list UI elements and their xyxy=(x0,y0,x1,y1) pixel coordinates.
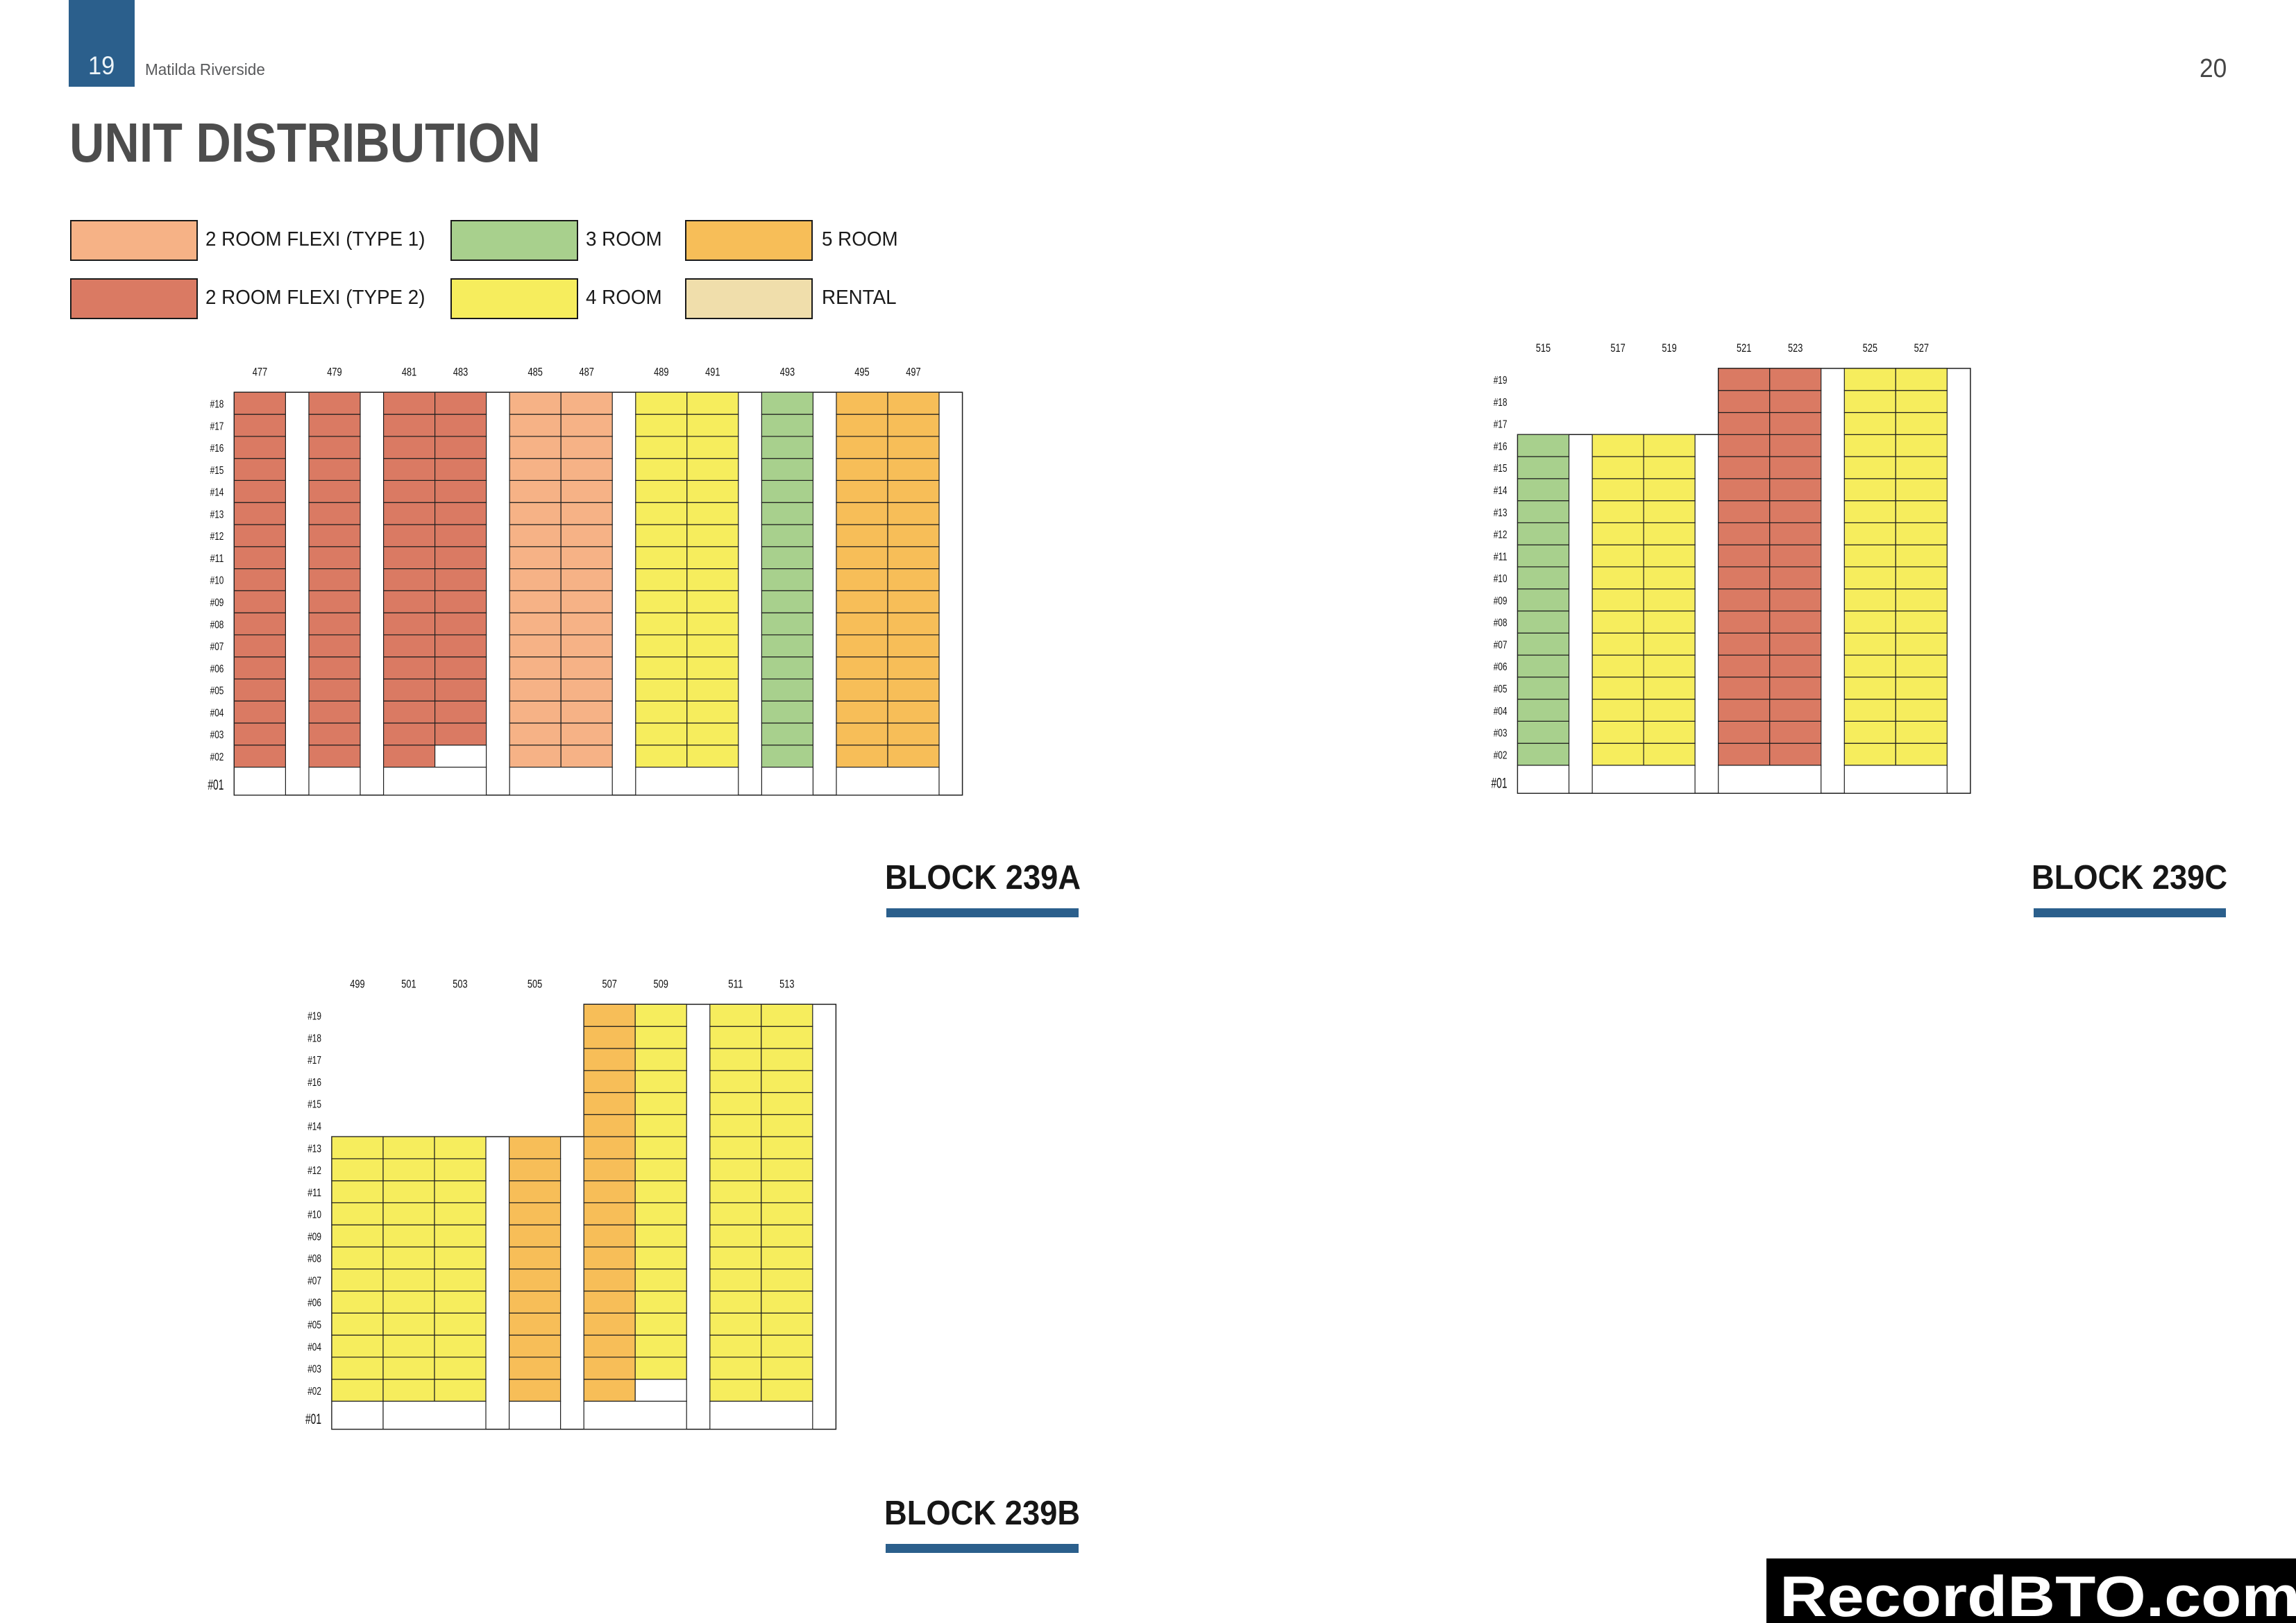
svg-text:#17: #17 xyxy=(1494,419,1508,431)
svg-text:#18: #18 xyxy=(1494,397,1508,409)
svg-text:477: 477 xyxy=(253,365,267,378)
svg-text:#02: #02 xyxy=(210,751,224,763)
svg-text:483: 483 xyxy=(453,365,468,378)
svg-text:#03: #03 xyxy=(210,729,224,741)
svg-text:#19: #19 xyxy=(1494,375,1508,386)
svg-text:#08: #08 xyxy=(210,619,224,631)
svg-text:#01: #01 xyxy=(1492,774,1508,791)
svg-text:491: 491 xyxy=(705,365,720,378)
svg-text:527: 527 xyxy=(1914,341,1929,355)
svg-text:#11: #11 xyxy=(1494,551,1508,563)
svg-text:#15: #15 xyxy=(1494,463,1508,475)
svg-text:#16: #16 xyxy=(210,443,224,454)
svg-text:#14: #14 xyxy=(210,487,224,499)
svg-text:#13: #13 xyxy=(1494,507,1508,519)
svg-text:#06: #06 xyxy=(307,1298,321,1309)
svg-text:#11: #11 xyxy=(307,1187,321,1199)
svg-text:#03: #03 xyxy=(1494,728,1508,740)
svg-text:#01: #01 xyxy=(305,1411,321,1427)
svg-text:#05: #05 xyxy=(1494,683,1508,695)
svg-text:#01: #01 xyxy=(208,776,223,793)
svg-text:#02: #02 xyxy=(307,1386,321,1397)
svg-text:#12: #12 xyxy=(1494,529,1508,541)
svg-text:517: 517 xyxy=(1610,341,1625,355)
svg-text:489: 489 xyxy=(654,365,668,378)
svg-text:#15: #15 xyxy=(307,1099,321,1111)
svg-text:501: 501 xyxy=(401,977,416,990)
svg-text:507: 507 xyxy=(602,977,617,990)
svg-text:#16: #16 xyxy=(1494,441,1508,452)
svg-text:503: 503 xyxy=(453,977,467,990)
svg-text:495: 495 xyxy=(854,365,869,378)
svg-text:#14: #14 xyxy=(1494,485,1508,497)
svg-text:#13: #13 xyxy=(210,509,224,520)
svg-text:523: 523 xyxy=(1788,341,1803,355)
svg-text:#12: #12 xyxy=(210,531,224,543)
svg-text:#17: #17 xyxy=(210,420,224,432)
svg-text:#10: #10 xyxy=(1494,573,1508,585)
svg-text:#06: #06 xyxy=(210,663,224,675)
svg-text:505: 505 xyxy=(527,977,542,990)
svg-text:#09: #09 xyxy=(307,1231,321,1243)
svg-text:#08: #08 xyxy=(1494,618,1508,629)
svg-text:#09: #09 xyxy=(1494,595,1508,607)
svg-text:#16: #16 xyxy=(307,1077,321,1089)
svg-text:#15: #15 xyxy=(210,465,224,477)
svg-text:#06: #06 xyxy=(1494,661,1508,673)
svg-text:#07: #07 xyxy=(210,641,224,653)
svg-text:#19: #19 xyxy=(307,1011,321,1023)
svg-text:519: 519 xyxy=(1662,341,1676,355)
svg-text:#07: #07 xyxy=(307,1275,321,1287)
svg-text:521: 521 xyxy=(1737,341,1751,355)
svg-text:481: 481 xyxy=(402,365,416,378)
svg-text:525: 525 xyxy=(1863,341,1877,355)
svg-text:#04: #04 xyxy=(210,707,224,719)
svg-text:#10: #10 xyxy=(307,1209,321,1221)
svg-text:513: 513 xyxy=(779,977,794,990)
svg-text:497: 497 xyxy=(906,365,920,378)
svg-text:#05: #05 xyxy=(210,686,224,697)
svg-text:#17: #17 xyxy=(307,1055,321,1067)
svg-text:#18: #18 xyxy=(210,399,224,411)
svg-text:493: 493 xyxy=(780,365,795,378)
svg-text:#08: #08 xyxy=(307,1253,321,1265)
svg-text:#05: #05 xyxy=(307,1320,321,1332)
svg-text:#07: #07 xyxy=(1494,639,1508,651)
svg-text:#14: #14 xyxy=(307,1121,321,1133)
svg-text:#04: #04 xyxy=(307,1341,321,1353)
svg-text:#18: #18 xyxy=(307,1033,321,1044)
svg-text:485: 485 xyxy=(528,365,543,378)
svg-text:499: 499 xyxy=(350,977,364,990)
svg-text:511: 511 xyxy=(728,977,743,990)
svg-text:487: 487 xyxy=(580,365,594,378)
svg-text:#04: #04 xyxy=(1494,706,1508,717)
svg-text:479: 479 xyxy=(327,365,341,378)
svg-text:#02: #02 xyxy=(1494,749,1508,761)
svg-text:#13: #13 xyxy=(307,1143,321,1155)
svg-text:#03: #03 xyxy=(307,1363,321,1375)
svg-text:515: 515 xyxy=(1536,341,1551,355)
svg-text:509: 509 xyxy=(654,977,668,990)
svg-text:#09: #09 xyxy=(210,597,224,609)
svg-text:#11: #11 xyxy=(210,553,224,565)
svg-text:#10: #10 xyxy=(210,575,224,587)
svg-text:#12: #12 xyxy=(307,1165,321,1177)
